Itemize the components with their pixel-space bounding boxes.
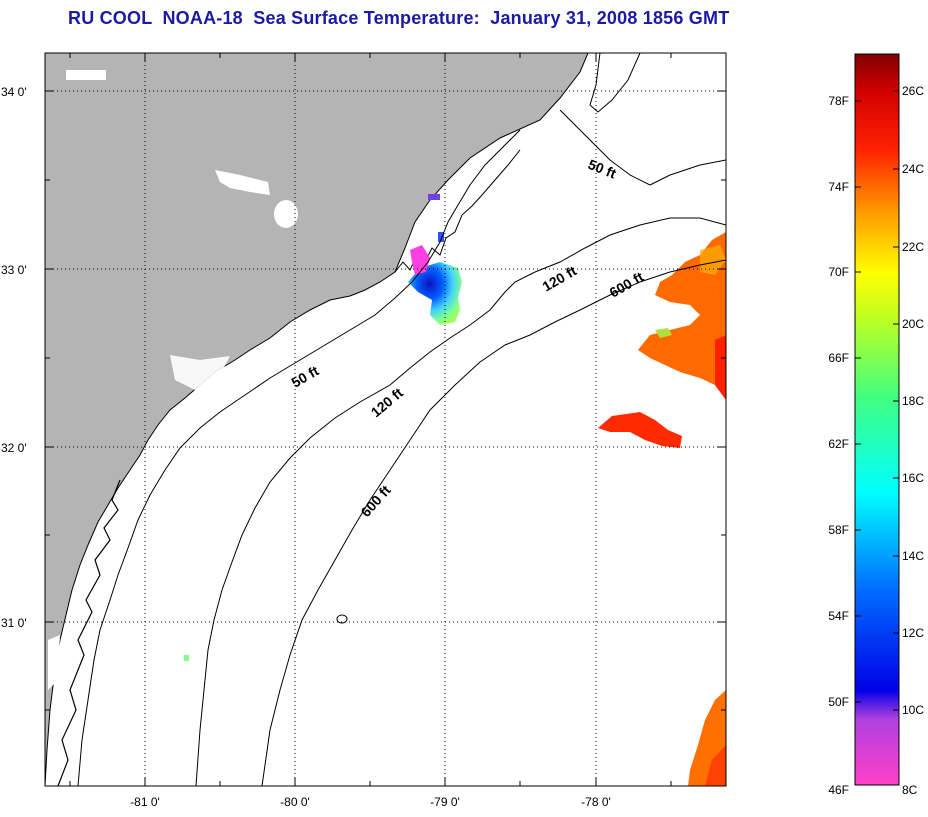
cb-f-74: 74F bbox=[828, 180, 849, 194]
axis-ticks bbox=[45, 53, 726, 786]
lat-label-33: 33 0' bbox=[1, 263, 27, 277]
graticule bbox=[45, 53, 726, 786]
cb-f-70: 70F bbox=[828, 265, 849, 279]
outer-banks-land bbox=[589, 53, 641, 113]
cb-f-54: 54F bbox=[828, 609, 849, 623]
contour-600ft bbox=[261, 259, 726, 786]
cb-c-22: 22C bbox=[902, 240, 924, 254]
coast-detail-south bbox=[57, 479, 121, 786]
river-plume bbox=[408, 262, 462, 325]
lat-label-31: 31 0' bbox=[1, 616, 27, 630]
lake-marion bbox=[215, 170, 270, 195]
lake-north bbox=[66, 70, 106, 80]
sound-south bbox=[170, 355, 230, 390]
coast-detail-north bbox=[394, 149, 521, 273]
cb-c-12: 12C bbox=[902, 626, 924, 640]
warm-water-east bbox=[638, 232, 726, 400]
cb-c-24: 24C bbox=[902, 162, 924, 176]
land-mass bbox=[45, 53, 589, 786]
warm-water-red-edge bbox=[715, 335, 726, 400]
lat-label-34: 34 0' bbox=[1, 85, 27, 99]
map-border bbox=[44, 52, 727, 787]
map-title: RU COOL NOAA-18 Sea Surface Temperature:… bbox=[68, 8, 730, 28]
plume-fleck-3 bbox=[184, 655, 189, 661]
lake-moultrie bbox=[274, 200, 298, 228]
cb-c-8: 8C bbox=[902, 783, 918, 797]
contour-120ft bbox=[195, 217, 726, 786]
plume-fleck bbox=[428, 194, 440, 200]
contour-50ft bbox=[77, 109, 651, 786]
lat-label-32: 32 0' bbox=[1, 441, 27, 455]
cb-f-78: 78F bbox=[828, 94, 849, 108]
warm-water-south-red bbox=[705, 745, 726, 786]
cb-c-16: 16C bbox=[902, 471, 924, 485]
cb-c-18: 18C bbox=[902, 394, 924, 408]
river-plume-magenta bbox=[410, 245, 430, 275]
seamount-contour bbox=[336, 614, 348, 624]
contour-120ft-inner bbox=[649, 159, 726, 186]
cb-c-26: 26C bbox=[902, 84, 924, 98]
warm-water-filament bbox=[598, 412, 682, 448]
colorbar-gradient bbox=[855, 54, 899, 785]
colorbar-ticks bbox=[855, 90, 899, 711]
warm-water-yellow bbox=[700, 245, 726, 275]
cb-c-10: 10C bbox=[902, 703, 924, 717]
colorbar-border bbox=[854, 53, 900, 786]
sound-ga bbox=[48, 635, 60, 690]
cb-f-66: 66F bbox=[828, 351, 849, 365]
cb-f-46: 46F bbox=[828, 783, 849, 797]
lon-label-80: -80 0' bbox=[280, 795, 310, 809]
plume-fleck-2 bbox=[438, 232, 444, 242]
lon-label-78: -78 0' bbox=[581, 795, 611, 809]
lon-label-81: -81 0' bbox=[130, 795, 160, 809]
cb-c-14: 14C bbox=[902, 549, 924, 563]
cb-f-50: 50F bbox=[828, 695, 849, 709]
cb-c-20: 20C bbox=[902, 317, 924, 331]
cb-f-62: 62F bbox=[828, 437, 849, 451]
cb-f-58: 58F bbox=[828, 523, 849, 537]
warm-water-green-fringe bbox=[655, 328, 672, 338]
lon-label-79: -79 0' bbox=[430, 795, 460, 809]
